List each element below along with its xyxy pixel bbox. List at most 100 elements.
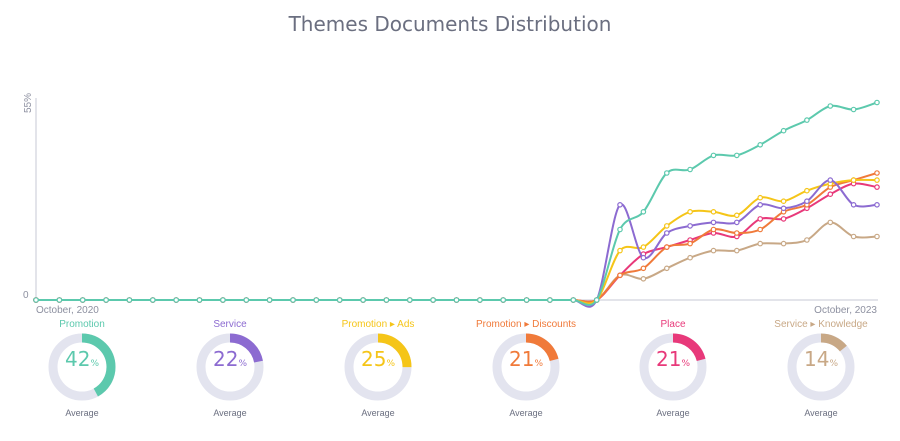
data-point[interactable] xyxy=(150,297,156,303)
data-point[interactable] xyxy=(617,247,623,254)
data-point[interactable] xyxy=(266,297,273,303)
donut-label: Promotion ▸ Ads xyxy=(341,319,415,330)
data-point[interactable] xyxy=(710,152,717,159)
data-point[interactable] xyxy=(874,233,880,240)
donut-label: Promotion ▸ Discounts xyxy=(475,319,577,330)
series-line xyxy=(35,182,878,303)
data-point[interactable] xyxy=(757,226,764,233)
y-tick-zero: 0 xyxy=(23,290,29,301)
data-point[interactable] xyxy=(687,166,693,173)
data-point[interactable] xyxy=(500,297,507,303)
data-point[interactable] xyxy=(804,117,810,123)
data-point[interactable] xyxy=(290,297,296,303)
data-point[interactable] xyxy=(663,230,670,236)
donut-value: 21% xyxy=(508,347,543,371)
data-point[interactable] xyxy=(430,297,436,303)
data-point[interactable] xyxy=(640,209,647,215)
data-point[interactable] xyxy=(617,272,623,279)
donut-place: Place 21% Average xyxy=(613,319,733,429)
data-point[interactable] xyxy=(220,297,226,303)
data-point[interactable] xyxy=(710,247,717,254)
data-point[interactable] xyxy=(33,297,39,303)
data-point[interactable] xyxy=(874,170,880,176)
data-point[interactable] xyxy=(733,219,740,226)
data-point[interactable] xyxy=(477,297,483,303)
data-point[interactable] xyxy=(687,209,693,215)
donut-ring xyxy=(787,333,855,401)
data-point[interactable] xyxy=(663,223,670,229)
data-point[interactable] xyxy=(360,297,366,303)
data-point[interactable] xyxy=(406,297,413,303)
data-point[interactable] xyxy=(103,297,109,303)
data-point[interactable] xyxy=(874,99,880,106)
donut-caption: Average xyxy=(509,408,543,418)
data-point[interactable] xyxy=(780,205,787,212)
data-point[interactable] xyxy=(56,297,63,303)
data-point[interactable] xyxy=(780,127,787,134)
donut-caption: Average xyxy=(213,408,247,418)
donut-value: 22% xyxy=(212,347,247,371)
data-point[interactable] xyxy=(804,187,810,194)
data-point[interactable] xyxy=(570,297,577,303)
data-point[interactable] xyxy=(850,177,857,183)
data-point[interactable] xyxy=(780,240,787,247)
data-point[interactable] xyxy=(850,202,857,208)
data-point[interactable] xyxy=(640,254,647,261)
data-point[interactable] xyxy=(523,297,530,303)
series-promotion xyxy=(33,99,880,306)
data-point[interactable] xyxy=(757,194,764,201)
data-point[interactable] xyxy=(757,142,764,148)
data-point[interactable] xyxy=(804,237,810,243)
data-point[interactable] xyxy=(827,191,834,198)
data-point[interactable] xyxy=(780,216,787,222)
data-point[interactable] xyxy=(687,240,693,247)
series-service xyxy=(33,177,880,308)
data-point[interactable] xyxy=(383,297,390,303)
data-point[interactable] xyxy=(79,297,86,303)
data-point[interactable] xyxy=(173,297,180,303)
data-point[interactable] xyxy=(757,216,764,222)
data-point[interactable] xyxy=(243,297,250,303)
data-point[interactable] xyxy=(710,226,717,233)
data-point[interactable] xyxy=(827,177,834,183)
data-point[interactable] xyxy=(640,244,647,250)
data-point[interactable] xyxy=(640,265,647,272)
data-point[interactable] xyxy=(710,219,717,226)
data-point[interactable] xyxy=(710,209,717,215)
data-point[interactable] xyxy=(827,219,834,226)
data-point[interactable] xyxy=(313,297,320,303)
data-point[interactable] xyxy=(850,106,857,113)
data-point[interactable] xyxy=(687,223,693,229)
data-point[interactable] xyxy=(663,170,670,176)
data-point[interactable] xyxy=(850,233,857,240)
donut-arc xyxy=(344,333,412,401)
data-point[interactable] xyxy=(827,103,834,109)
data-point[interactable] xyxy=(640,275,647,282)
data-point[interactable] xyxy=(593,297,600,303)
data-point[interactable] xyxy=(874,184,880,190)
data-point[interactable] xyxy=(874,202,880,208)
data-point[interactable] xyxy=(336,297,343,303)
data-point[interactable] xyxy=(733,247,740,254)
data-point[interactable] xyxy=(874,177,880,183)
data-point[interactable] xyxy=(733,152,740,159)
data-point[interactable] xyxy=(780,198,787,205)
data-point[interactable] xyxy=(757,240,764,247)
line-chart: 55% 0 October, 2020 October, 2023 xyxy=(23,93,880,316)
data-point[interactable] xyxy=(547,297,553,303)
donut-label: Place xyxy=(660,319,686,330)
data-point[interactable] xyxy=(733,212,740,219)
data-point[interactable] xyxy=(126,297,133,303)
data-point[interactable] xyxy=(687,254,693,261)
data-point[interactable] xyxy=(617,202,623,208)
data-point[interactable] xyxy=(663,244,670,250)
donut-value: 42% xyxy=(64,347,99,371)
data-point[interactable] xyxy=(617,226,623,233)
series-line xyxy=(35,221,878,303)
data-point[interactable] xyxy=(757,202,764,208)
data-point[interactable] xyxy=(733,230,740,236)
data-point[interactable] xyxy=(453,297,460,303)
data-point[interactable] xyxy=(663,265,670,272)
data-point[interactable] xyxy=(804,198,810,205)
data-point[interactable] xyxy=(196,297,203,303)
